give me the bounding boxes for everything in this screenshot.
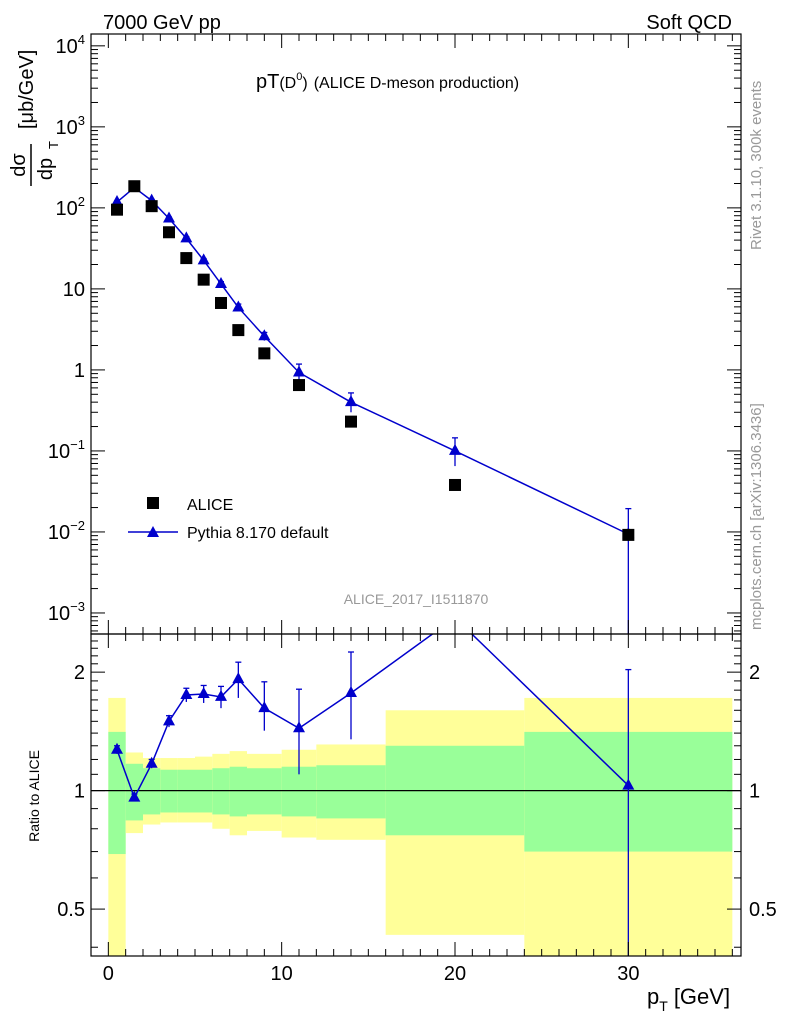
header-process: Soft QCD <box>646 12 732 34</box>
main-data-point-2 <box>145 200 158 213</box>
ratio-mc-point-4 <box>180 687 193 699</box>
rivet-version-label: Rivet 3.1.10, 300k events <box>748 81 765 250</box>
ylabel-denominator: dp <box>35 158 57 180</box>
analysis-id: ALICE_2017_I1511870 <box>344 591 489 607</box>
main-ytick-label-1: 10−2 <box>48 518 85 544</box>
ylabel-unit: [μb/GeV] <box>16 50 38 129</box>
band-inner-6 <box>212 768 230 815</box>
ratio-mc-point-0 <box>111 742 123 754</box>
ratio-mc-point-12 <box>622 778 635 790</box>
legend-label-mc: Pythia 8.170 default <box>187 525 329 542</box>
ratio-y-axis-label: Ratio to ALICE <box>26 750 42 842</box>
main-mc-point-10 <box>345 395 357 407</box>
ratio-mc-point-9 <box>293 721 305 733</box>
ratio-mc-point-6 <box>215 689 227 701</box>
ratio-frame <box>90 633 742 957</box>
ylabel-denominator-sub: T <box>46 141 61 149</box>
main-y-axis-label: dσ dp T [μb/GeV] <box>8 50 61 186</box>
data-series-layer <box>111 180 635 541</box>
ylabel-numerator: dσ <box>8 153 30 177</box>
main-mc-point-4 <box>180 231 193 243</box>
ratio-ytick-label-left-0: 0.5 <box>57 899 85 921</box>
main-ytick-label-0: 10−3 <box>48 599 85 625</box>
main-data-point-9 <box>293 379 305 392</box>
main-ytick-label-6: 103 <box>56 113 85 139</box>
ratio-ytick-label-left-1: 1 <box>74 781 85 803</box>
main-ytick-label-5: 102 <box>56 194 85 220</box>
ratio-ytick-label-right-0: 0.5 <box>749 899 777 921</box>
ratio-ytick-label-right-1: 1 <box>749 781 760 803</box>
ratio-mc-point-8 <box>258 701 271 713</box>
main-data-point-5 <box>197 273 210 286</box>
x-tick-label-3: 30 <box>617 963 639 985</box>
main-data-point-4 <box>180 252 193 265</box>
x-axis-label: pT [GeV] <box>647 984 730 1014</box>
header-energy: 7000 GeV pp <box>103 12 221 34</box>
x-tick-label-1: 10 <box>271 963 293 985</box>
main-mc-point-6 <box>215 276 227 288</box>
main-mc-point-11 <box>449 443 461 455</box>
main-mc-point-7 <box>232 300 245 312</box>
legend-marker-data <box>147 497 159 509</box>
main-data-point-7 <box>232 324 245 337</box>
main-mc-line <box>116 186 629 535</box>
main-mc-point-3 <box>163 211 175 223</box>
x-tick-label-0: 0 <box>103 963 114 985</box>
main-mc-point-9 <box>293 365 305 377</box>
ratio-uncertainty-bands <box>108 697 733 956</box>
main-data-point-11 <box>449 478 461 491</box>
ratio-mc-point-10 <box>345 686 357 698</box>
ratio-mc-point-1 <box>128 790 141 802</box>
main-data-point-12 <box>622 528 635 541</box>
legend-marker-mc <box>147 526 159 537</box>
main-data-point-1 <box>128 180 141 193</box>
ratio-mc-point-3 <box>163 714 175 726</box>
main-data-point-8 <box>258 347 271 360</box>
legend: ALICE Pythia 8.170 default <box>128 497 329 542</box>
axes-layer: 10−3 10−2 10−1 1 10 102 103 104 0 10 20 30 0.5 0.5 1 1 2… <box>48 32 777 985</box>
main-mc-point-8 <box>258 329 271 341</box>
band-inner-7 <box>229 766 247 817</box>
band-inner-8 <box>247 768 282 815</box>
band-inner-9 <box>281 766 317 817</box>
main-data-point-3 <box>163 226 175 239</box>
band-inner-2 <box>143 768 161 815</box>
ratio-ytick-label-left-2: 2 <box>74 662 85 684</box>
legend-label-data: ALICE <box>187 497 233 514</box>
main-data-point-10 <box>345 415 357 428</box>
main-data-point-6 <box>215 296 227 309</box>
mcplots-label: mcplots.cern.ch [arXiv:1306.3436] <box>748 403 765 630</box>
main-ytick-label-4: 10 <box>63 279 85 301</box>
main-data-point-0 <box>111 203 123 216</box>
main-ytick-label-2: 10−1 <box>48 437 85 463</box>
main-mc-point-5 <box>197 253 210 265</box>
ratio-ytick-label-right-2: 2 <box>749 662 760 684</box>
x-tick-label-2: 20 <box>444 963 466 985</box>
main-ytick-label-7: 104 <box>56 32 85 58</box>
main-frame <box>90 33 742 635</box>
ratio-mc-point-5 <box>197 686 210 698</box>
ratio-mc-point-7 <box>232 672 245 684</box>
band-inner-10 <box>316 765 386 819</box>
ratio-mc-point-2 <box>145 756 158 768</box>
main-ytick-label-3: 1 <box>74 360 85 382</box>
main-mc-point-0 <box>111 195 123 207</box>
main-title: pT(D0) (ALICE D-meson production) <box>256 71 519 93</box>
